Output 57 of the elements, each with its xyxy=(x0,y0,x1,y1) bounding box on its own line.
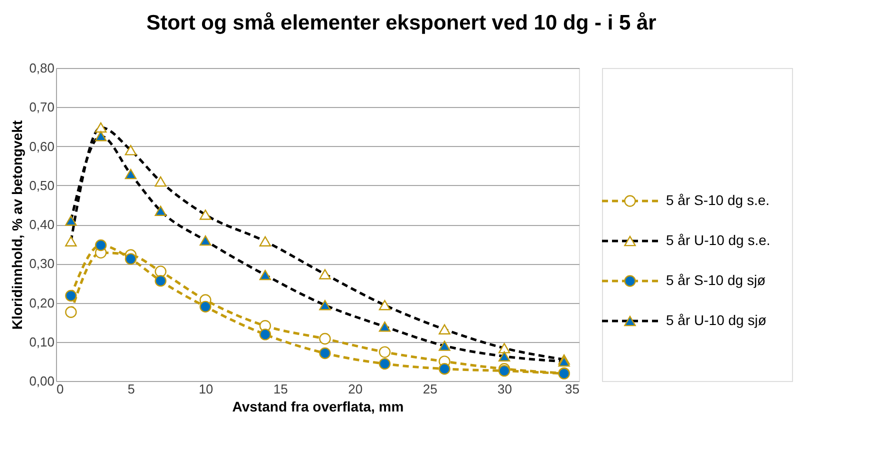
point xyxy=(319,347,331,360)
x-tick-label: 15 xyxy=(273,382,288,396)
point xyxy=(200,300,212,312)
legend-label: 5 år U-10 dg s.e. xyxy=(666,232,770,248)
point xyxy=(200,210,212,220)
y-tick-label: 0,50 xyxy=(29,178,54,193)
point xyxy=(154,206,166,216)
point xyxy=(65,290,77,302)
point xyxy=(498,342,510,354)
point xyxy=(124,145,137,156)
point xyxy=(498,351,510,362)
legend-label: 5 år U-10 dg sjø xyxy=(666,312,767,328)
y-tick-label: 0,60 xyxy=(29,138,54,154)
point xyxy=(319,332,331,345)
x-axis-title: Avstand fra overflata, mm xyxy=(232,398,404,414)
point xyxy=(65,215,77,226)
point xyxy=(319,300,331,310)
x-tick-label: 10 xyxy=(198,382,214,396)
point xyxy=(378,346,391,358)
legend-label: 5 år S-10 dg s.e. xyxy=(666,192,770,208)
y-tick-label: 0,70 xyxy=(29,100,54,115)
y-tick-label: 0,80 xyxy=(29,60,54,76)
point xyxy=(94,130,107,142)
point xyxy=(438,324,450,334)
chart-title: Stort og små elementer eksponert ved 10 dg - i 5 år xyxy=(146,12,656,34)
point xyxy=(438,340,450,351)
point xyxy=(94,122,107,133)
x-tick-label: 5 xyxy=(128,382,135,396)
point xyxy=(438,363,450,375)
point xyxy=(124,253,137,265)
point xyxy=(378,300,391,310)
legend-label: 5 år S-10 dg sjø xyxy=(666,272,766,288)
point xyxy=(154,176,166,187)
point xyxy=(259,328,272,340)
point xyxy=(65,306,77,318)
point xyxy=(259,236,272,246)
x-tick-label: 30 xyxy=(498,382,512,396)
y-tick-label: 0,30 xyxy=(29,256,54,272)
point xyxy=(65,236,77,246)
y-tick-label: 0,20 xyxy=(29,295,54,310)
x-tick-label: 35 xyxy=(565,382,580,396)
y-tick-label: 0,10 xyxy=(29,334,54,350)
x-tick-label: 20 xyxy=(348,382,363,396)
y-axis-title: Kloridinnhold, % av betongvekt xyxy=(9,120,26,330)
point xyxy=(319,269,331,280)
y-tick-label: 0,00 xyxy=(29,374,54,388)
x-tick-label: 0 xyxy=(56,382,64,396)
point xyxy=(124,168,137,180)
point xyxy=(154,266,166,278)
y-tick-label: 0,40 xyxy=(29,217,54,232)
point xyxy=(378,321,391,332)
point xyxy=(200,235,212,246)
point xyxy=(154,275,166,287)
point xyxy=(259,270,272,280)
point xyxy=(94,239,107,252)
x-tick-label: 25 xyxy=(422,382,438,396)
point xyxy=(378,358,391,370)
